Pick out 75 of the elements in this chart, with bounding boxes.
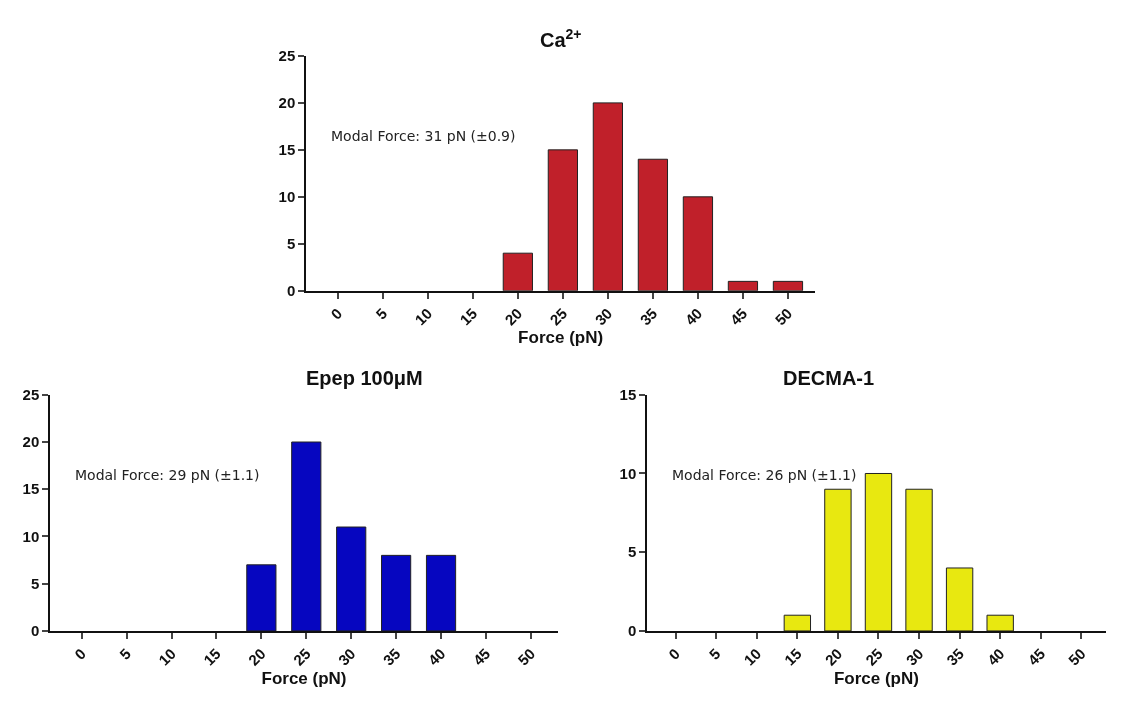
y-tick-label: 5 (286, 235, 296, 253)
y-tick-label: 15 (619, 386, 637, 404)
bar (824, 488, 852, 631)
x-tick-label: 50 (1064, 644, 1089, 669)
x-tick-label: 15 (780, 644, 805, 669)
y-tick-label: 25 (278, 47, 296, 65)
bar (246, 564, 277, 631)
x-tick-label: 50 (771, 304, 796, 329)
y-tick-label: 5 (30, 574, 40, 592)
x-tick-label: 10 (155, 644, 179, 669)
bar (381, 554, 412, 631)
x-tick-label: 45 (726, 304, 751, 329)
y-tick-label: 20 (278, 94, 296, 112)
chart-title: Ca$^{2+}$ (540, 26, 582, 52)
x-tick-label: 20 (821, 644, 846, 669)
y-tick-label: 15 (278, 141, 296, 159)
annotation: Modal Force: 31 pN (±0.9) (331, 128, 516, 144)
x-tick-label: 10 (411, 304, 436, 329)
x-tick-label: 20 (501, 304, 526, 329)
x-tick-label: 15 (200, 644, 224, 669)
bar (592, 102, 624, 291)
x-tick-label: 0 (327, 304, 346, 323)
x-axis-title: Force (pN) (518, 328, 604, 348)
x-tick-label: 40 (681, 304, 706, 329)
y-tick-label: 10 (619, 464, 637, 482)
x-tick-label: 40 (424, 644, 449, 669)
y-tick-label: 10 (278, 188, 296, 206)
x-tick-label: 25 (546, 304, 571, 329)
y-tick-label: 0 (30, 622, 40, 640)
x-axis-title: Force (pN) (261, 668, 347, 688)
bar (682, 196, 714, 291)
bar (336, 526, 367, 631)
x-tick-label: 50 (514, 644, 539, 669)
x-tick-label: 15 (456, 304, 481, 329)
bar (547, 149, 578, 291)
bar (425, 554, 457, 631)
x-tick-label: 0 (71, 644, 90, 663)
chart-title: Epep 100μM (306, 367, 423, 389)
x-tick-label: 45 (1024, 644, 1049, 669)
bar (986, 614, 1014, 631)
x-tick-label: 30 (334, 644, 359, 669)
bar (864, 472, 893, 631)
x-tick-label: 0 (665, 644, 684, 663)
x-tick-label: 5 (372, 304, 391, 323)
x-tick-label: 35 (636, 304, 661, 329)
y-tick-label: 5 (627, 543, 637, 561)
bar (772, 280, 804, 291)
y-tick-label: 10 (22, 527, 40, 545)
bar (637, 158, 669, 291)
x-tick-label: 35 (943, 644, 968, 669)
x-tick-label: 35 (379, 644, 404, 669)
y-tick-label: 25 (22, 386, 40, 404)
y-tick-label: 0 (286, 282, 296, 300)
bar (783, 614, 812, 631)
x-tick-label: 25 (862, 644, 886, 669)
annotation: Modal Force: 29 pN (±1.1) (75, 467, 260, 483)
chart-title: DECMA-1 (783, 367, 875, 389)
bar (945, 567, 974, 631)
bar (291, 441, 322, 631)
y-tick-label: 0 (627, 622, 637, 640)
x-tick-label: 45 (469, 644, 494, 669)
x-tick-label: 40 (983, 644, 1008, 669)
x-tick-label: 5 (116, 644, 135, 663)
bar (727, 280, 759, 291)
x-axis-title: Force (pN) (833, 668, 919, 688)
x-tick-label: 5 (705, 644, 724, 663)
x-tick-label: 20 (244, 644, 269, 669)
x-tick-label: 30 (902, 644, 927, 669)
bar (502, 252, 533, 291)
y-tick-label: 15 (22, 480, 40, 498)
x-tick-label: 30 (591, 304, 616, 329)
annotation: Modal Force: 26 pN (±1.1) (672, 467, 857, 483)
x-tick-label: 10 (740, 644, 765, 669)
bar (905, 488, 933, 631)
y-tick-label: 20 (22, 433, 40, 451)
